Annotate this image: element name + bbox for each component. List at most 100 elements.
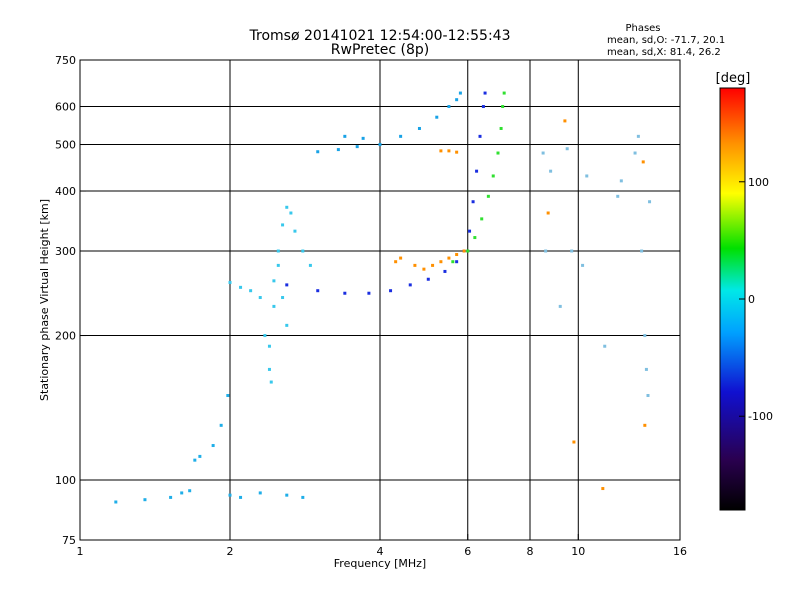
chart-title: Tromsø 20141021 12:54:00-12:55:43: [249, 28, 511, 44]
data-point-f_region_spread: [272, 304, 276, 308]
data-point-f_x_mode: [499, 126, 503, 130]
data-point-f_x_mode: [466, 249, 470, 253]
data-point-scattered: [636, 134, 640, 138]
data-point-e_region: [193, 458, 197, 462]
data-point-multihop_echo: [355, 145, 359, 149]
colorbar-tick-label: -100: [748, 410, 773, 423]
y-tick-label: 750: [55, 54, 76, 67]
stats-line-o: mean, sd,O: -71.7, 20.1: [607, 35, 725, 46]
y-tick-label: 500: [55, 139, 76, 152]
data-point-f_region_spread: [267, 367, 271, 371]
data-point-scattered: [644, 367, 648, 371]
data-point-scattered: [565, 147, 569, 151]
y-tick-label: 300: [55, 245, 76, 258]
data-point-multihop_echo: [455, 98, 459, 102]
data-point-scattered: [633, 151, 637, 155]
data-point-f_x_mode: [473, 236, 477, 240]
data-point-f_region_spread: [285, 205, 289, 209]
colorbar-tick-label: 0: [748, 293, 755, 306]
data-point-f_orange_segment: [399, 256, 403, 260]
data-point-f_o_mode: [285, 283, 289, 287]
x-tick-label: 16: [673, 545, 687, 558]
data-point-f_o_mode: [478, 134, 482, 138]
y-tick-label: 200: [55, 330, 76, 343]
data-point-scattered: [581, 263, 585, 267]
data-point-scattered_warm: [572, 440, 576, 444]
data-point-e_region: [211, 444, 215, 448]
data-point-e_region: [169, 495, 173, 499]
stats-line-x: mean, sd,X: 81.4, 26.2: [607, 47, 721, 58]
data-point-scattered_warm: [641, 160, 645, 164]
data-point-f_x_mode: [451, 260, 455, 264]
data-point-e_region: [180, 491, 184, 495]
data-point-f_orange_segment: [462, 249, 466, 253]
x-tick-label: 4: [377, 545, 384, 558]
data-point-multihop_echo: [361, 136, 365, 140]
data-point-scattered_warm: [546, 211, 550, 215]
data-point-f_region_spread: [269, 380, 273, 384]
data-point-f_orange_segment: [431, 263, 435, 267]
y-axis-label: Stationary phase Virtual Height [km]: [38, 199, 51, 401]
data-point-scattered: [619, 179, 623, 183]
data-point-f_region_spread: [228, 280, 232, 284]
data-point-f_orange_segment: [455, 150, 459, 154]
data-points: [114, 91, 652, 504]
data-point-f_orange_segment: [455, 253, 459, 257]
data-point-f_region_spread: [272, 279, 276, 283]
data-point-f_region_spread: [249, 289, 253, 293]
data-point-f_region_spread: [281, 296, 285, 300]
data-point-f_region_spread: [308, 263, 312, 267]
data-point-f_region_spread: [281, 223, 285, 227]
data-point-f_x_mode: [486, 194, 490, 198]
y-tick-label: 400: [55, 185, 76, 198]
x-tick-label: 1: [77, 545, 84, 558]
data-point-f_orange_segment: [447, 149, 451, 153]
data-point-multihop_echo: [417, 126, 421, 130]
data-point-f_region_spread: [258, 296, 262, 300]
data-point-multihop_echo: [378, 143, 382, 147]
data-point-f_o_mode: [316, 289, 320, 293]
data-point-f_orange_segment: [413, 263, 417, 267]
data-point-f_o_mode: [483, 91, 487, 95]
data-point-scattered: [570, 249, 574, 253]
y-tick-label: 600: [55, 101, 76, 114]
data-point-f_x_mode: [491, 174, 495, 178]
data-point-f_o_mode: [481, 105, 485, 109]
data-point-scattered: [646, 394, 650, 398]
data-point-scattered: [558, 304, 562, 308]
data-point-e_region: [239, 495, 243, 499]
chart-subtitle: RwPretec (8p): [331, 42, 429, 58]
data-point-e_region: [301, 495, 305, 499]
data-point-scattered_warm: [643, 423, 647, 427]
data-point-e_region: [143, 498, 147, 502]
colorbar-ticks: -100 0 100: [739, 176, 773, 423]
data-point-scattered: [544, 249, 548, 253]
data-point-f_region_spread: [276, 249, 280, 253]
data-point-f_region_spread: [263, 334, 267, 338]
data-point-f_o_mode: [471, 200, 475, 204]
data-point-scattered: [549, 169, 553, 173]
data-point-multihop_echo: [435, 115, 439, 119]
data-point-f_x_mode: [496, 151, 500, 155]
data-point-e_region: [226, 394, 230, 398]
x-tick-label: 2: [227, 545, 234, 558]
colorbar-label: [deg]: [716, 71, 751, 86]
data-point-f_o_mode: [408, 283, 412, 287]
data-point-e_region: [258, 491, 262, 495]
data-point-f_o_mode: [426, 277, 430, 281]
data-point-f_x_mode: [501, 105, 505, 109]
data-point-f_orange_segment: [447, 256, 451, 260]
data-point-multihop_echo: [343, 134, 347, 138]
colorbar-tick-label: 100: [748, 176, 769, 189]
data-point-scattered: [640, 249, 644, 253]
data-point-f_orange_segment: [439, 149, 443, 153]
data-point-f_region_spread: [276, 263, 280, 267]
x-tick-label: 6: [464, 545, 471, 558]
y-tick-label: 100: [55, 474, 76, 487]
data-point-e_region: [114, 500, 118, 504]
data-point-e_region: [219, 423, 223, 427]
data-point-f_o_mode: [389, 289, 393, 293]
x-tick-label: 10: [571, 545, 585, 558]
data-point-f_x_mode: [480, 217, 484, 221]
